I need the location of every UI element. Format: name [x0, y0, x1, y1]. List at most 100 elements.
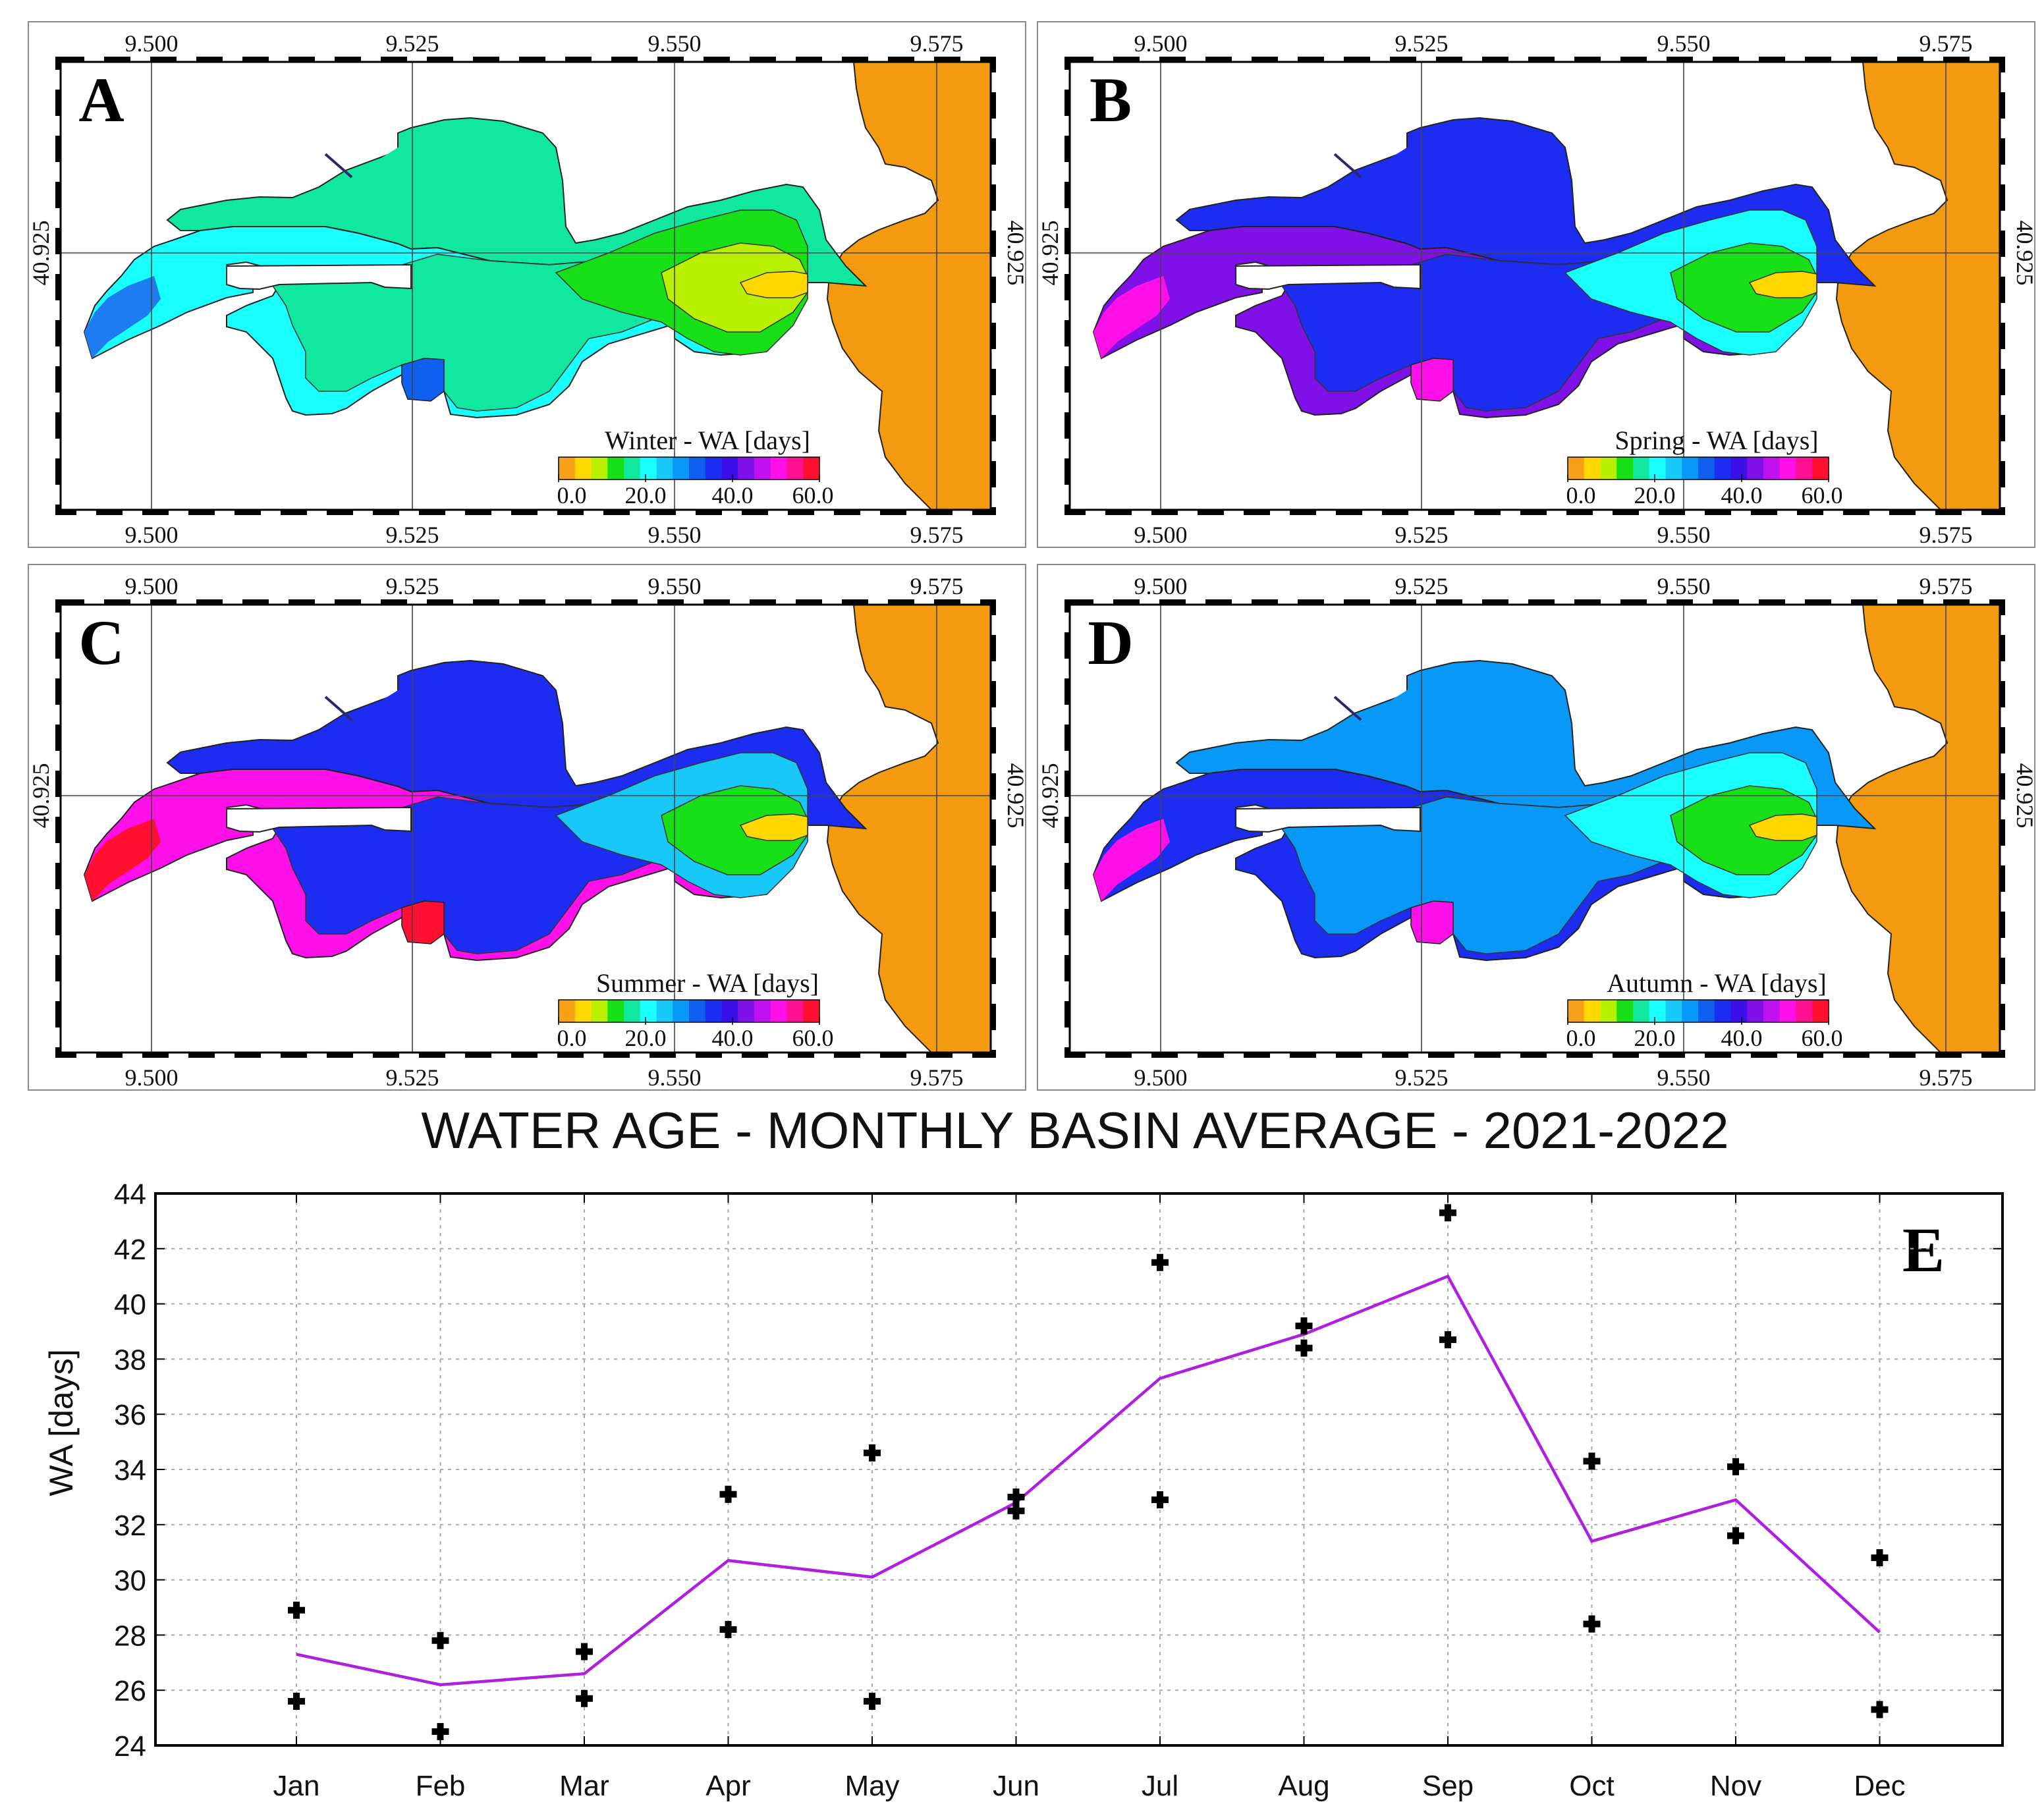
marker-v: [1732, 1527, 1739, 1545]
right-lat-label: 40.925: [1003, 221, 1028, 286]
water-mouth-core: [1748, 271, 1817, 298]
chart-title: WATER AGE - MONTHLY BASIN AVERAGE - 2021…: [421, 1101, 1728, 1159]
data-marker: [1007, 1488, 1025, 1506]
legend-title: Summer - WA [days]: [596, 968, 819, 998]
legend-swatch: [689, 457, 706, 479]
legend-swatch: [656, 1000, 673, 1022]
data-marker: [1871, 1701, 1889, 1718]
y-tick-label: 26: [114, 1675, 146, 1707]
data-marker: [576, 1689, 593, 1707]
legend-scale-label: 60.0: [792, 482, 834, 508]
legend-swatch: [574, 457, 592, 479]
legend-swatch: [1633, 457, 1650, 479]
legend-swatch: [1649, 1000, 1667, 1022]
water-central: [1274, 254, 1684, 412]
map-svg: 9.500 9.525 9.550 9.575 9.500 9.525 9.550 9.575…: [1038, 573, 2037, 1091]
map-panel-d: 9.500 9.525 9.550 9.575 9.500 9.525 9.550 9.575…: [1037, 564, 2037, 1091]
legend-scale-label: 0.0: [557, 482, 587, 508]
top-tick-label: 9.500: [125, 573, 179, 599]
legend-title: Autumn - WA [days]: [1607, 968, 1827, 998]
marker-v: [1157, 1253, 1163, 1271]
map-frame-checker: [55, 57, 996, 515]
data-marker: [1295, 1339, 1313, 1357]
legend-swatch: [1568, 457, 1585, 479]
legend-swatch: [787, 1000, 804, 1022]
left-lat-label: 40.925: [29, 221, 54, 286]
legend-swatch: [754, 457, 771, 479]
legend-swatch: [1763, 1000, 1781, 1022]
water-west-tip: [1093, 819, 1170, 901]
map-frame-checker: [55, 599, 996, 1058]
data-marker: [719, 1621, 737, 1639]
top-tick-label: 9.550: [648, 30, 702, 57]
map-panel-a: 9.500 9.525 9.550 9.575 9.500 9.525 9.550 9.575…: [28, 21, 1028, 548]
legend-scale-label: 40.0: [712, 482, 754, 508]
top-tick-label: 9.550: [1657, 30, 1711, 57]
bottom-tick-label: 9.525: [386, 522, 439, 548]
top-tick-label: 9.500: [1134, 573, 1188, 599]
legend-swatch: [1747, 457, 1764, 479]
legend: Spring - WA [days] 0.0 20.0 40.0 60.0: [1566, 425, 1843, 508]
data-marker: [1727, 1527, 1744, 1545]
marker-v: [1876, 1701, 1883, 1718]
legend-scale-label: 40.0: [1721, 1025, 1763, 1051]
plot-frame: [154, 1192, 2004, 1747]
legend-swatch: [1747, 1000, 1764, 1022]
water-west-tip: [1093, 276, 1170, 358]
map-panel-b: 9.500 9.525 9.550 9.575 9.500 9.525 9.550 9.575…: [1037, 21, 2037, 548]
marker-v: [1876, 1549, 1883, 1567]
map-svg: 9.500 9.525 9.550 9.575 9.500 9.525 9.550 9.575…: [1038, 30, 2037, 548]
top-tick-label: 9.525: [1395, 573, 1449, 599]
marker-v: [725, 1621, 732, 1639]
legend-scale-label: 60.0: [1802, 482, 1843, 508]
legend-swatch: [738, 1000, 755, 1022]
jetty: [1333, 153, 1362, 178]
legend-swatch: [1763, 457, 1781, 479]
legend: Winter - WA [days] 0.0 20.0 40.0 60.0: [557, 425, 834, 508]
water-south-inlet: [1410, 900, 1454, 945]
y-tick-label: 40: [114, 1289, 146, 1321]
top-tick-label: 9.500: [1134, 30, 1188, 57]
legend-box: [558, 456, 820, 480]
data-marker: [576, 1643, 593, 1660]
water-mouth-core: [1748, 813, 1817, 841]
legend-scale-label: 20.0: [625, 1025, 667, 1051]
legend: Autumn - WA [days] 0.0 20.0 40.0 60.0: [1566, 968, 1843, 1051]
data-marker: [1871, 1549, 1889, 1567]
marker-v: [869, 1692, 875, 1710]
legend-box: [1567, 456, 1829, 480]
land-east: [1835, 605, 2000, 1053]
legend-swatch: [803, 457, 820, 479]
water-south-inlet: [401, 900, 445, 945]
water-west-tip: [84, 819, 161, 901]
y-axis-label: WA [days]: [43, 1349, 80, 1496]
top-tick-label: 9.575: [910, 573, 964, 599]
bottom-tick-label: 9.550: [1657, 522, 1711, 548]
land-east: [826, 62, 991, 510]
marker-v: [581, 1689, 588, 1707]
legend-title: Winter - WA [days]: [605, 425, 810, 455]
water-central: [1274, 796, 1684, 954]
legend-swatch: [787, 457, 804, 479]
legend-swatch: [640, 457, 657, 479]
jetty: [1333, 696, 1362, 721]
jetty: [324, 153, 353, 178]
legend-swatch: [1600, 1000, 1617, 1022]
legend-swatch: [559, 1000, 576, 1022]
top-tick-label: 9.575: [1920, 573, 1973, 599]
top-tick-label: 9.525: [386, 30, 439, 57]
water-mouth-core: [739, 813, 808, 841]
legend-swatch: [754, 1000, 771, 1022]
marker-v: [293, 1601, 300, 1619]
bottom-tick-label: 9.575: [1920, 1064, 1973, 1091]
legend-swatch: [1616, 457, 1634, 479]
legend-swatch: [1682, 457, 1699, 479]
map-layers: [83, 605, 991, 1053]
marker-v: [293, 1692, 300, 1710]
map-layers: [1092, 605, 2000, 1053]
water-age-chart: WATER AGE - MONTHLY BASIN AVERAGE - 2021…: [43, 1101, 2004, 1802]
map-layers: [83, 62, 991, 510]
legend-swatch: [1616, 1000, 1634, 1022]
x-tick-label: Apr: [705, 1770, 750, 1802]
legend-swatch: [803, 1000, 820, 1022]
